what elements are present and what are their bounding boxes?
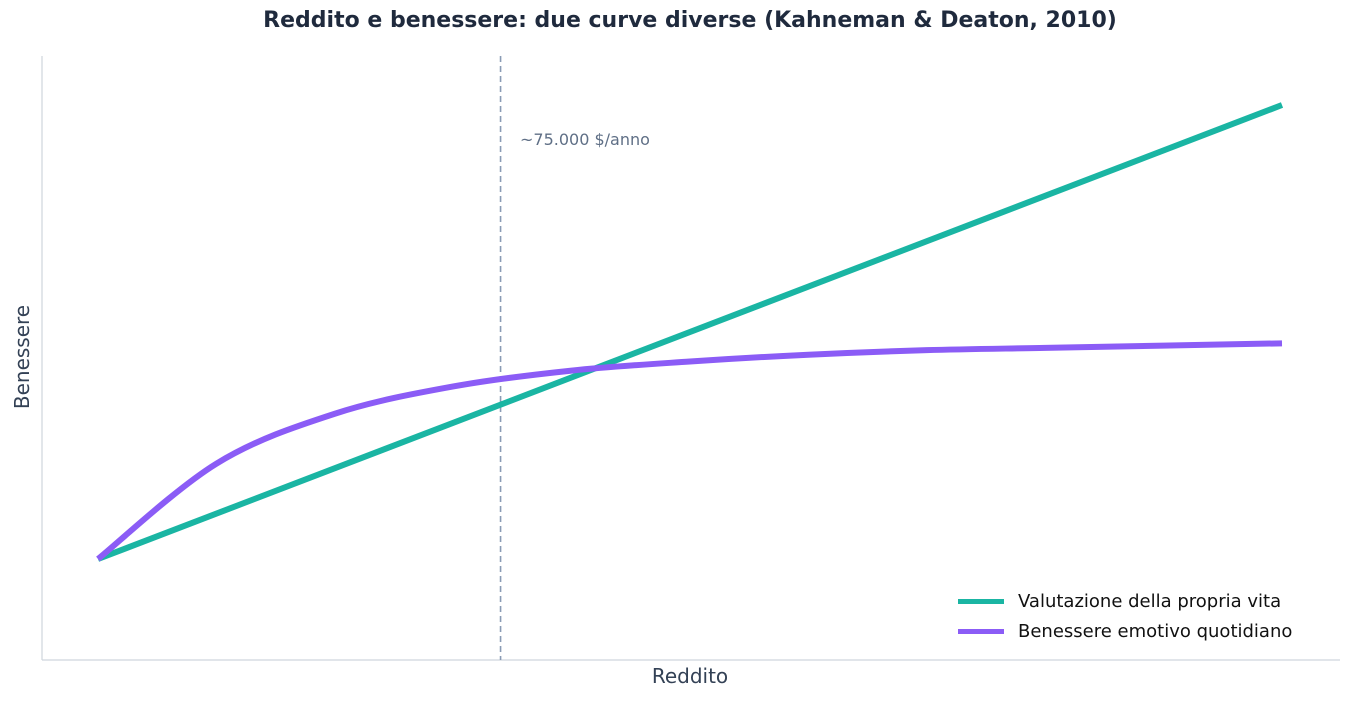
legend-item-emotional-wellbeing: Benessere emotivo quotidiano xyxy=(958,616,1292,646)
series-line-life-evaluation xyxy=(96,102,1284,562)
threshold-annotation: ~75.000 $/anno xyxy=(520,130,650,149)
legend-swatch-life-evaluation xyxy=(958,598,1004,604)
legend-label-emotional-wellbeing: Benessere emotivo quotidiano xyxy=(1018,620,1293,642)
legend-item-life-evaluation: Valutazione della propria vita xyxy=(958,586,1292,616)
chart-title: Reddito e benessere: due curve diverse (… xyxy=(263,8,1117,33)
legend-label-life-evaluation: Valutazione della propria vita xyxy=(1018,590,1282,612)
x-axis-label: Reddito xyxy=(651,664,729,688)
series-line-emotional-wellbeing xyxy=(96,340,1283,562)
legend-swatch-emotional-wellbeing xyxy=(958,628,1004,634)
series-group xyxy=(96,102,1284,562)
legend: Valutazione della propria vita Benessere… xyxy=(958,586,1292,646)
